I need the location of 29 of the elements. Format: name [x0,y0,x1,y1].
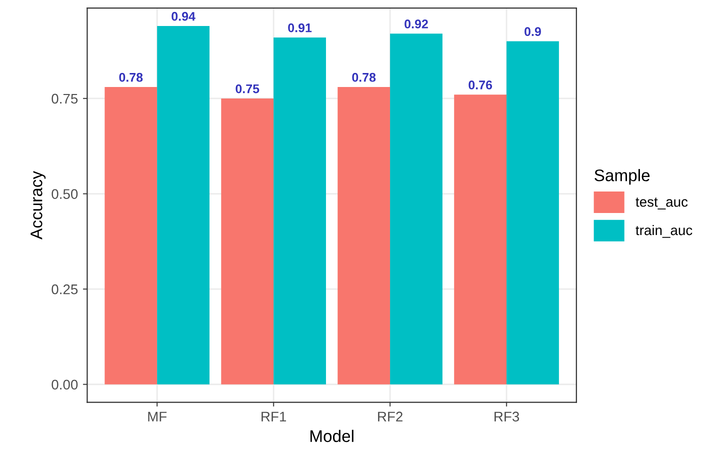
y-tick-label: 0.75 [52,94,78,104]
x-tick-label: RF2 [378,412,402,422]
data-label: 0.76 [468,80,492,90]
bar [157,26,210,384]
data-label: 0.78 [119,72,143,82]
legend-title: Sample [594,169,650,185]
x-tick-label: RF3 [494,412,520,422]
data-label: 0.94 [172,12,196,21]
x-tick-label: MF [148,412,167,422]
bar [454,94,507,384]
data-label: 0.75 [236,84,260,94]
bar [274,37,326,384]
x-tick-label: RF1 [262,412,286,422]
legend-label: train_auc [636,224,692,238]
bar [104,87,158,384]
data-label: 0.78 [352,72,376,82]
bar [390,34,442,384]
bar [221,98,274,384]
bar [506,41,559,384]
bar [338,87,390,384]
y-tick-label: 0.50 [52,189,78,199]
x-axis-title: Model [310,430,354,442]
y-axis-title: Accuracy [30,170,46,240]
legend-label: test_auc [636,198,688,210]
data-label: 0.92 [404,20,428,28]
data-label: 0.9 [524,27,541,36]
data-label: 0.91 [288,23,312,32]
y-tick-label: 0.00 [52,380,78,390]
y-tick-label: 0.25 [52,284,78,294]
